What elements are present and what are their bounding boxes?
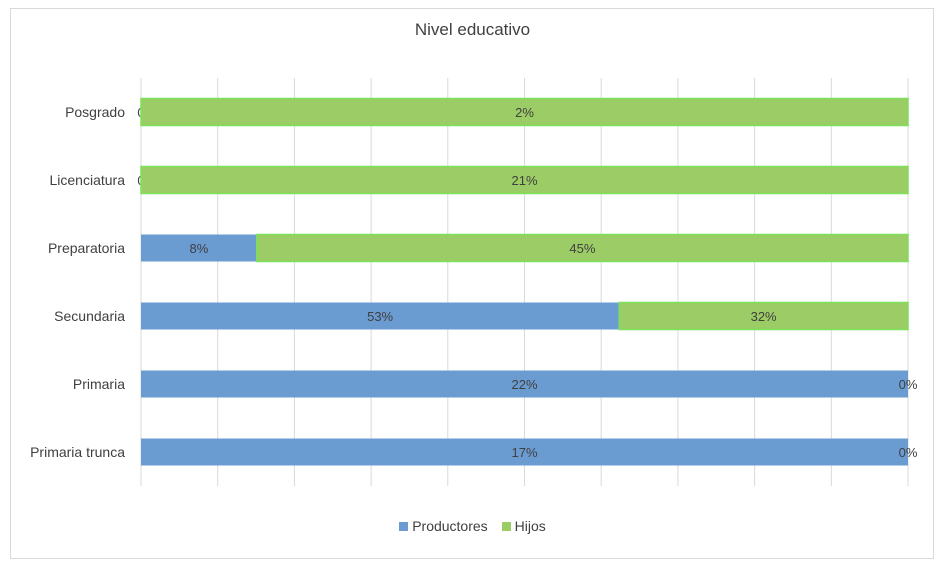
category-label: Posgrado [65,104,125,120]
category-label: Licenciatura [50,172,126,188]
category-label: Secundaria [54,308,125,324]
data-label: 53% [367,309,393,324]
legend-item-productores: Productores [399,518,488,534]
legend-swatch-hijos [501,521,511,531]
chart-title: Nivel educativo [414,20,531,39]
data-label: 32% [751,309,777,324]
bar-productores [141,438,908,466]
bar-hijos [618,301,909,331]
bar-hijos [140,97,909,127]
bar-productores [141,370,908,398]
bar-productores [141,234,257,262]
data-label: 0% [899,377,918,392]
category-label: Primaria [73,376,125,392]
data-label: 8% [189,241,208,256]
chart-legend: Productores Hijos [0,518,945,534]
legend-item-hijos: Hijos [501,518,546,534]
legend-swatch-productores [399,521,409,531]
data-label: 21% [511,173,537,188]
data-label: 2% [515,105,534,120]
bar-hijos [256,233,909,263]
legend-label-hijos: Hijos [514,518,546,534]
data-label: 45% [569,241,595,256]
bar-hijos [140,165,909,195]
bar-productores [141,302,620,330]
data-label: 17% [511,445,537,460]
legend-label-productores: Productores [412,518,488,534]
category-label: Primaria trunca [30,444,125,460]
data-label: 22% [511,377,537,392]
data-label: 0% [899,445,918,460]
category-label: Preparatoria [48,240,125,256]
